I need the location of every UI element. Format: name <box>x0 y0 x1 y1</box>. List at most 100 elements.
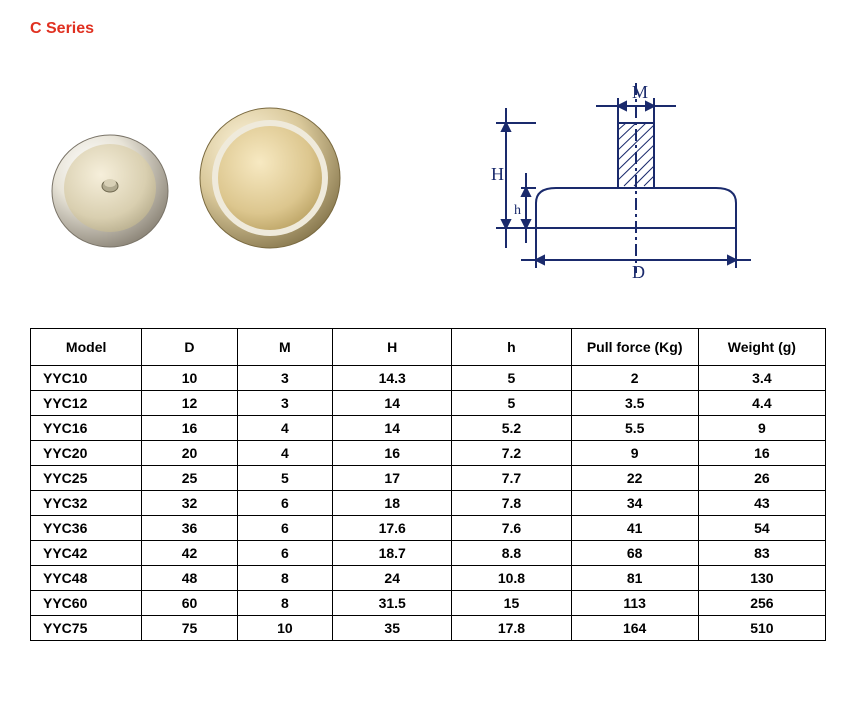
diagram-label-h: h <box>514 203 521 218</box>
table-cell: 16 <box>333 441 452 466</box>
table-cell: YYC32 <box>31 491 142 516</box>
table-cell: 68 <box>571 541 698 566</box>
series-title: C Series <box>30 20 826 38</box>
table-cell: 16 <box>698 441 825 466</box>
table-cell: 24 <box>333 566 452 591</box>
table-cell: 32 <box>142 491 237 516</box>
col-weight: Weight (g) <box>698 329 825 366</box>
table-cell: 3 <box>237 391 332 416</box>
table-cell: 8 <box>237 566 332 591</box>
table-cell: 81 <box>571 566 698 591</box>
col-pullforce: Pull force (Kg) <box>571 329 698 366</box>
table-cell: YYC48 <box>31 566 142 591</box>
table-cell: YYC20 <box>31 441 142 466</box>
table-row: YYC121231453.54.4 <box>31 391 826 416</box>
diagram-label-D: D <box>632 262 645 282</box>
table-cell: 18 <box>333 491 452 516</box>
table-cell: 4 <box>237 416 332 441</box>
table-cell: 164 <box>571 616 698 641</box>
table-row: YYC25255177.72226 <box>31 466 826 491</box>
table-cell: YYC10 <box>31 366 142 391</box>
col-model: Model <box>31 329 142 366</box>
table-cell: 7.2 <box>452 441 571 466</box>
table-cell: 8.8 <box>452 541 571 566</box>
table-cell: 510 <box>698 616 825 641</box>
table-cell: YYC16 <box>31 416 142 441</box>
table-cell: 5 <box>237 466 332 491</box>
table-cell: 17.6 <box>333 516 452 541</box>
table-cell: 17.8 <box>452 616 571 641</box>
table-row: YYC4242618.78.86883 <box>31 541 826 566</box>
table-cell: 7.7 <box>452 466 571 491</box>
table-row: YYC3636617.67.64154 <box>31 516 826 541</box>
table-cell: 31.5 <box>333 591 452 616</box>
table-cell: 18.7 <box>333 541 452 566</box>
product-photos <box>40 93 350 263</box>
table-row: YYC484882410.881130 <box>31 566 826 591</box>
table-cell: 113 <box>571 591 698 616</box>
table-cell: 8 <box>237 591 332 616</box>
table-cell: YYC42 <box>31 541 142 566</box>
table-cell: 9 <box>698 416 825 441</box>
col-M: M <box>237 329 332 366</box>
table-cell: 5 <box>452 366 571 391</box>
col-h: h <box>452 329 571 366</box>
table-cell: 5.2 <box>452 416 571 441</box>
table-cell: 130 <box>698 566 825 591</box>
table-cell: 9 <box>571 441 698 466</box>
table-cell: 7.6 <box>452 516 571 541</box>
table-cell: YYC60 <box>31 591 142 616</box>
table-row: YYC6060831.515113256 <box>31 591 826 616</box>
table-cell: 3.5 <box>571 391 698 416</box>
product-photo-1 <box>40 93 180 263</box>
figure-row: M H h D <box>30 68 826 288</box>
table-cell: 17 <box>333 466 452 491</box>
table-cell: 2 <box>571 366 698 391</box>
table-cell: 10 <box>142 366 237 391</box>
table-cell: 41 <box>571 516 698 541</box>
table-cell: 16 <box>142 416 237 441</box>
table-cell: 20 <box>142 441 237 466</box>
table-cell: 10.8 <box>452 566 571 591</box>
table-cell: 6 <box>237 491 332 516</box>
table-cell: 26 <box>698 466 825 491</box>
table-cell: 43 <box>698 491 825 516</box>
spec-table: Model D M H h Pull force (Kg) Weight (g)… <box>30 328 826 641</box>
table-row: YYC32326187.83443 <box>31 491 826 516</box>
table-row: YYC1010314.3523.4 <box>31 366 826 391</box>
table-cell: 5 <box>452 391 571 416</box>
table-cell: YYC12 <box>31 391 142 416</box>
table-cell: 15 <box>452 591 571 616</box>
table-cell: 34 <box>571 491 698 516</box>
technical-diagram: M H h D <box>436 68 816 288</box>
table-cell: 14 <box>333 391 452 416</box>
table-cell: 42 <box>142 541 237 566</box>
table-cell: 12 <box>142 391 237 416</box>
table-cell: 36 <box>142 516 237 541</box>
table-cell: 6 <box>237 541 332 566</box>
col-D: D <box>142 329 237 366</box>
table-cell: 54 <box>698 516 825 541</box>
table-cell: YYC25 <box>31 466 142 491</box>
table-cell: 10 <box>237 616 332 641</box>
table-cell: 4 <box>237 441 332 466</box>
table-header-row: Model D M H h Pull force (Kg) Weight (g) <box>31 329 826 366</box>
table-cell: YYC36 <box>31 516 142 541</box>
table-cell: 60 <box>142 591 237 616</box>
table-cell: 48 <box>142 566 237 591</box>
table-cell: 4.4 <box>698 391 825 416</box>
product-photo-2 <box>190 93 350 263</box>
table-cell: 22 <box>571 466 698 491</box>
table-cell: 14 <box>333 416 452 441</box>
table-cell: 75 <box>142 616 237 641</box>
table-cell: 14.3 <box>333 366 452 391</box>
table-cell: 83 <box>698 541 825 566</box>
table-row: YYC16164145.25.59 <box>31 416 826 441</box>
diagram-label-M: M <box>632 82 648 102</box>
diagram-label-H: H <box>491 164 504 184</box>
table-cell: 6 <box>237 516 332 541</box>
table-cell: 256 <box>698 591 825 616</box>
table-cell: 25 <box>142 466 237 491</box>
table-row: YYC20204167.2916 <box>31 441 826 466</box>
table-row: YYC7575103517.8164510 <box>31 616 826 641</box>
